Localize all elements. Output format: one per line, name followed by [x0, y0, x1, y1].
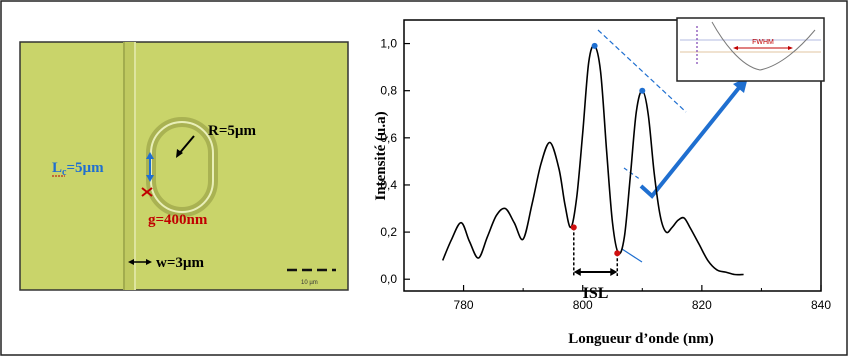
y-tick-label: 0,8 — [380, 84, 397, 98]
radius-arrow-head — [176, 149, 183, 158]
curve-marker — [614, 250, 621, 257]
gap-label: g=400nm — [148, 212, 208, 228]
isl-label: ISL — [583, 285, 609, 302]
x-axis-title: Longueur d’onde (nm) — [568, 331, 714, 347]
inset-fwhm-label: FWHM — [752, 39, 774, 46]
slope-guide-line — [597, 29, 687, 113]
micrograph-panel: R=5µm Lc=5µm g=400nm w=3µm 10 µm — [19, 41, 349, 291]
x-tick-label: 820 — [692, 298, 712, 312]
inset-pointer-line — [639, 82, 744, 199]
fwhm-inset: FWHM — [676, 17, 825, 82]
curve-marker — [639, 87, 646, 94]
micrograph-background — [19, 41, 349, 291]
inset-fwhm-head-right — [788, 46, 793, 50]
width-arrow-head-right — [146, 259, 152, 265]
spectrum-curve — [441, 44, 744, 276]
axis-ticks: 780 800 820 840 0,0 0,2 0,4 0,6 0,8 1,0 — [380, 37, 831, 312]
minimum-tangent-line — [621, 248, 643, 263]
curve-marker — [591, 42, 598, 49]
y-tick-label: 0,0 — [380, 272, 397, 286]
y-tick-label: 0,2 — [380, 225, 397, 239]
y-tick-label: 0,4 — [380, 178, 397, 192]
inset-fwhm-head-left — [733, 46, 738, 50]
lc-value: =5µm — [66, 160, 104, 176]
spectrum-chart: 780 800 820 840 0,0 0,2 0,4 0,6 0,8 1,0 Longueur … — [373, 17, 831, 347]
coupling-length-label: Lc=5µm — [52, 160, 104, 178]
x-tick-label: 800 — [573, 298, 593, 312]
y-axis-title: Intensité (u.a) — [373, 111, 389, 200]
gap-marker-b — [141, 187, 153, 197]
inset-curve — [711, 21, 816, 71]
width-label: w=3µm — [156, 255, 205, 271]
x-tick-label: 840 — [811, 298, 831, 312]
y-tick-label: 0,6 — [380, 131, 397, 145]
curve-marker — [570, 224, 577, 231]
width-arrow-head-left — [128, 259, 134, 265]
lc-symbol: L — [52, 160, 62, 176]
bus-waveguide — [123, 42, 136, 290]
plot-area — [403, 19, 822, 292]
lower-guide-line — [623, 167, 642, 181]
lc-arrow-head-top — [146, 152, 154, 159]
x-tick-label: 780 — [454, 298, 474, 312]
radius-label: R=5µm — [208, 123, 257, 139]
y-tick-label: 1,0 — [380, 37, 397, 51]
scale-bar-label: 10 µm — [301, 280, 318, 286]
inset-frame — [676, 17, 825, 82]
isl-arrow-head-left — [573, 268, 581, 276]
curve-markers — [570, 42, 646, 257]
lc-subscript: c — [62, 167, 67, 178]
isl-arrow-head-right — [610, 268, 618, 276]
lc-arrow-head-bottom — [146, 175, 154, 182]
